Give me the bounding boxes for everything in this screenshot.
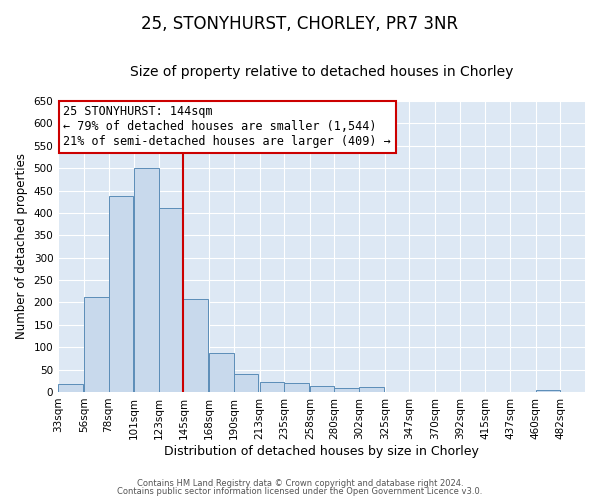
Bar xyxy=(109,196,133,392)
Title: Size of property relative to detached houses in Chorley: Size of property relative to detached ho… xyxy=(130,65,513,79)
Bar xyxy=(310,386,334,392)
X-axis label: Distribution of detached houses by size in Chorley: Distribution of detached houses by size … xyxy=(164,444,479,458)
Text: 25, STONYHURST, CHORLEY, PR7 3NR: 25, STONYHURST, CHORLEY, PR7 3NR xyxy=(142,15,458,33)
Bar xyxy=(284,383,309,392)
Bar xyxy=(84,296,109,392)
Bar xyxy=(536,390,560,392)
Bar xyxy=(334,388,359,392)
Text: 25 STONYHURST: 144sqm
← 79% of detached houses are smaller (1,544)
21% of semi-d: 25 STONYHURST: 144sqm ← 79% of detached … xyxy=(64,106,391,148)
Bar xyxy=(209,352,234,392)
Text: Contains HM Land Registry data © Crown copyright and database right 2024.: Contains HM Land Registry data © Crown c… xyxy=(137,478,463,488)
Bar xyxy=(134,168,159,392)
Y-axis label: Number of detached properties: Number of detached properties xyxy=(15,154,28,340)
Bar xyxy=(184,300,208,392)
Text: Contains public sector information licensed under the Open Government Licence v3: Contains public sector information licen… xyxy=(118,487,482,496)
Bar xyxy=(260,382,284,392)
Bar xyxy=(58,384,83,392)
Bar xyxy=(159,208,184,392)
Bar xyxy=(234,374,259,392)
Bar xyxy=(359,388,383,392)
